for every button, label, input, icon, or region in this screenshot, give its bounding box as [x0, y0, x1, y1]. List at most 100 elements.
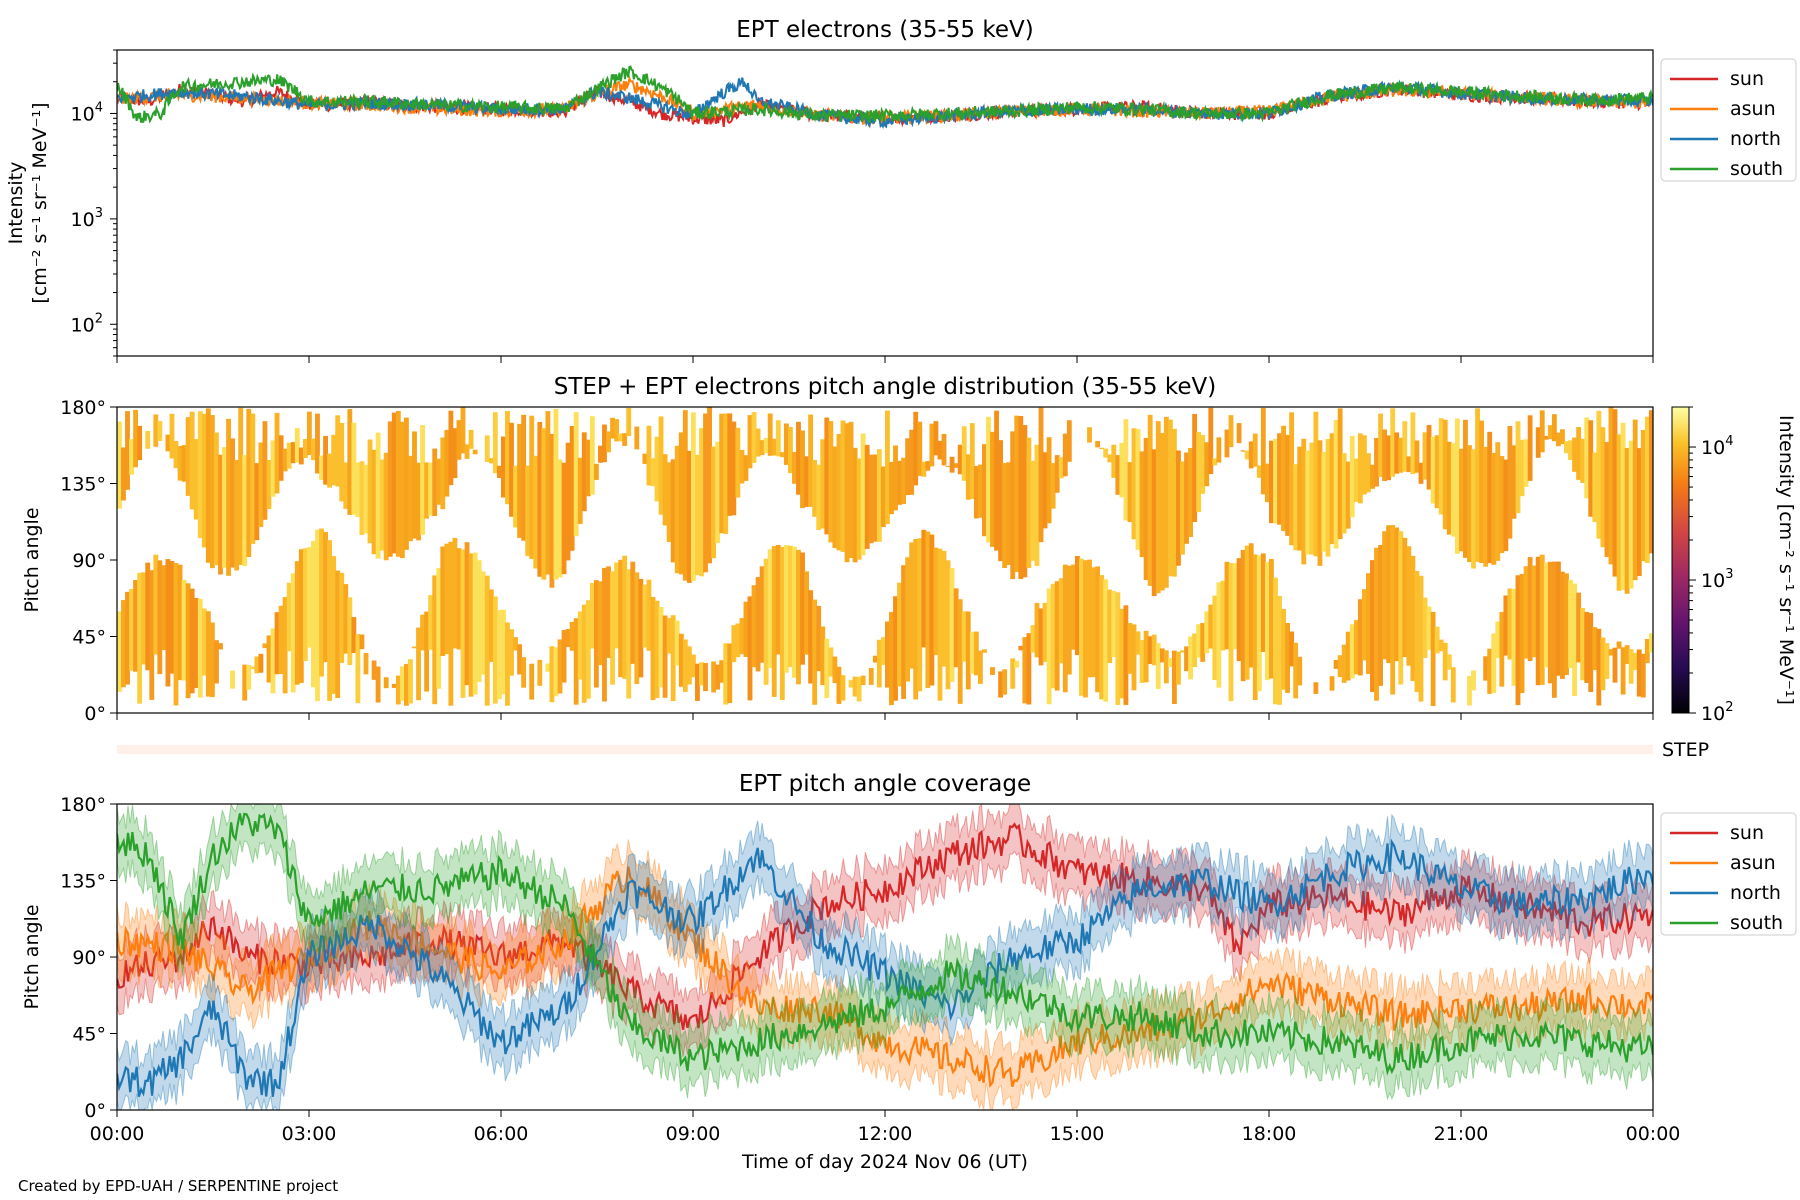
heatmap-cell: [917, 538, 923, 692]
heatmap-cell: [157, 421, 163, 441]
heatmap-cell: [1115, 455, 1121, 495]
heatmap-cell: [1648, 410, 1653, 554]
heatmap-cell: [1588, 420, 1594, 517]
heatmap-cell: [885, 410, 890, 524]
heatmap-cell: [1196, 432, 1202, 513]
heatmap-cell: [258, 442, 264, 527]
colorbar-tick-label: 102: [1701, 700, 1733, 725]
step-strip: [117, 745, 1653, 754]
heatmap-cell: [662, 454, 668, 526]
panel1-title: EPT electrons (35-55 keV): [736, 17, 1033, 43]
heatmap-cell: [880, 466, 886, 528]
heatmap-cell: [145, 430, 151, 449]
heatmap-cell: [1216, 437, 1222, 463]
heatmap-cell: [347, 409, 353, 515]
heatmap-cell: [1632, 652, 1638, 670]
heatmap-cell: [973, 466, 979, 519]
heatmap-cell: [1321, 451, 1327, 552]
heatmap-cell: [731, 625, 737, 663]
heatmap-cell: [218, 454, 223, 575]
heatmap-cell: [569, 621, 575, 651]
heatmap-cell: [315, 413, 320, 474]
heatmap-cell: [1386, 525, 1392, 664]
heatmap-cell: [622, 433, 628, 446]
heatmap-cell: [266, 635, 272, 683]
heatmap-cell: [695, 454, 700, 575]
heatmap-cell: [982, 649, 987, 653]
heatmap-cell: [1026, 633, 1032, 705]
heatmap-cell: [658, 606, 664, 688]
heatmap-cell: [804, 456, 809, 507]
heatmap-cell: [1527, 557, 1533, 661]
credit-footer: Created by EPD-UAH / SERPENTINE project: [18, 1177, 338, 1195]
heatmap-cell: [161, 565, 167, 650]
heatmap-cell: [1539, 410, 1545, 453]
heatmap-cell: [711, 446, 717, 559]
colorbar-label: Intensity [cm⁻² s⁻¹ sr⁻¹ MeV⁻¹]: [1775, 415, 1797, 705]
heatmap-cell: [1176, 450, 1181, 566]
heatmap-cell: [121, 447, 126, 501]
heatmap-cell: [1430, 436, 1436, 504]
heatmap-cell: [1159, 433, 1165, 591]
heatmap-cell: [117, 611, 122, 692]
heatmap-cell: [1386, 435, 1392, 481]
heatmap-cell: [1584, 611, 1590, 683]
heatmap-cell: [909, 542, 915, 669]
heatmap-cell: [1115, 592, 1121, 705]
heatmap-cell: [1273, 577, 1278, 705]
heatmap-cell: [1228, 415, 1234, 448]
panel2-ylabel: Pitch angle: [21, 507, 43, 612]
heatmap-cell: [1220, 580, 1226, 651]
heatmap-cell: [1244, 450, 1250, 460]
heatmap-cell: [1317, 440, 1323, 566]
heatmap-cell: [189, 411, 195, 510]
heatmap-cell: [286, 582, 292, 652]
heatmap-cell: [282, 596, 288, 694]
heatmap-cell: [335, 570, 341, 699]
heatmap-cell: [1491, 452, 1497, 565]
heatmap-cell: [977, 464, 983, 518]
heatmap-cell: [1463, 419, 1468, 558]
heatmap-cell: [246, 664, 252, 690]
heatmap-cell: [893, 445, 898, 511]
heatmap-cell: [828, 647, 834, 677]
heatmap-cell: [634, 572, 640, 685]
heatmap-cell: [893, 596, 898, 701]
heatmap-cell: [1580, 438, 1586, 483]
heatmap-cell: [933, 547, 939, 656]
heatmap-cell: [856, 676, 862, 702]
heatmap-cell: [1139, 451, 1145, 558]
heatmap-cell: [901, 457, 907, 504]
heatmap-cell: [800, 430, 805, 509]
heatmap-cell: [876, 639, 882, 688]
heatmap-cell: [1446, 441, 1452, 535]
heatmap-cell: [1171, 650, 1177, 704]
heatmap-cell: [1458, 448, 1464, 552]
heatmap-cell: [929, 534, 935, 686]
heatmap-cell: [1058, 578, 1064, 664]
panel1-ytick-label: 102: [71, 311, 103, 336]
heatmap-cell: [921, 461, 927, 477]
coverage-line-sun: [117, 822, 1653, 1030]
heatmap-cell: [1366, 573, 1371, 674]
heatmap-cell: [901, 565, 907, 699]
panel1-legend: sun asun north south: [1660, 58, 1797, 182]
heatmap-cell: [1058, 457, 1064, 479]
ytick-label: 45°: [72, 1024, 106, 1046]
heatmap-cell: [925, 531, 931, 689]
heatmap-cell: [1349, 435, 1355, 518]
heatmap-cell: [1471, 670, 1476, 691]
heatmap-cell: [1596, 410, 1602, 539]
panel1-ylabel-line2: [cm⁻² s⁻¹ sr⁻¹ MeV⁻¹]: [29, 102, 51, 303]
heatmap-cell: [1305, 450, 1311, 555]
heatmap-cell: [157, 560, 163, 675]
heatmap-cell: [1289, 631, 1295, 667]
heatmap-cell: [1640, 653, 1646, 698]
heatmap-cell: [727, 413, 733, 516]
heatmap-cell: [545, 411, 551, 575]
heatmap-cell: [1293, 642, 1299, 699]
heatmap-cell: [1390, 525, 1396, 695]
heatmap-cell: [909, 429, 915, 495]
heatmap-cell: [949, 456, 955, 473]
heatmap-cell: [1066, 565, 1072, 675]
